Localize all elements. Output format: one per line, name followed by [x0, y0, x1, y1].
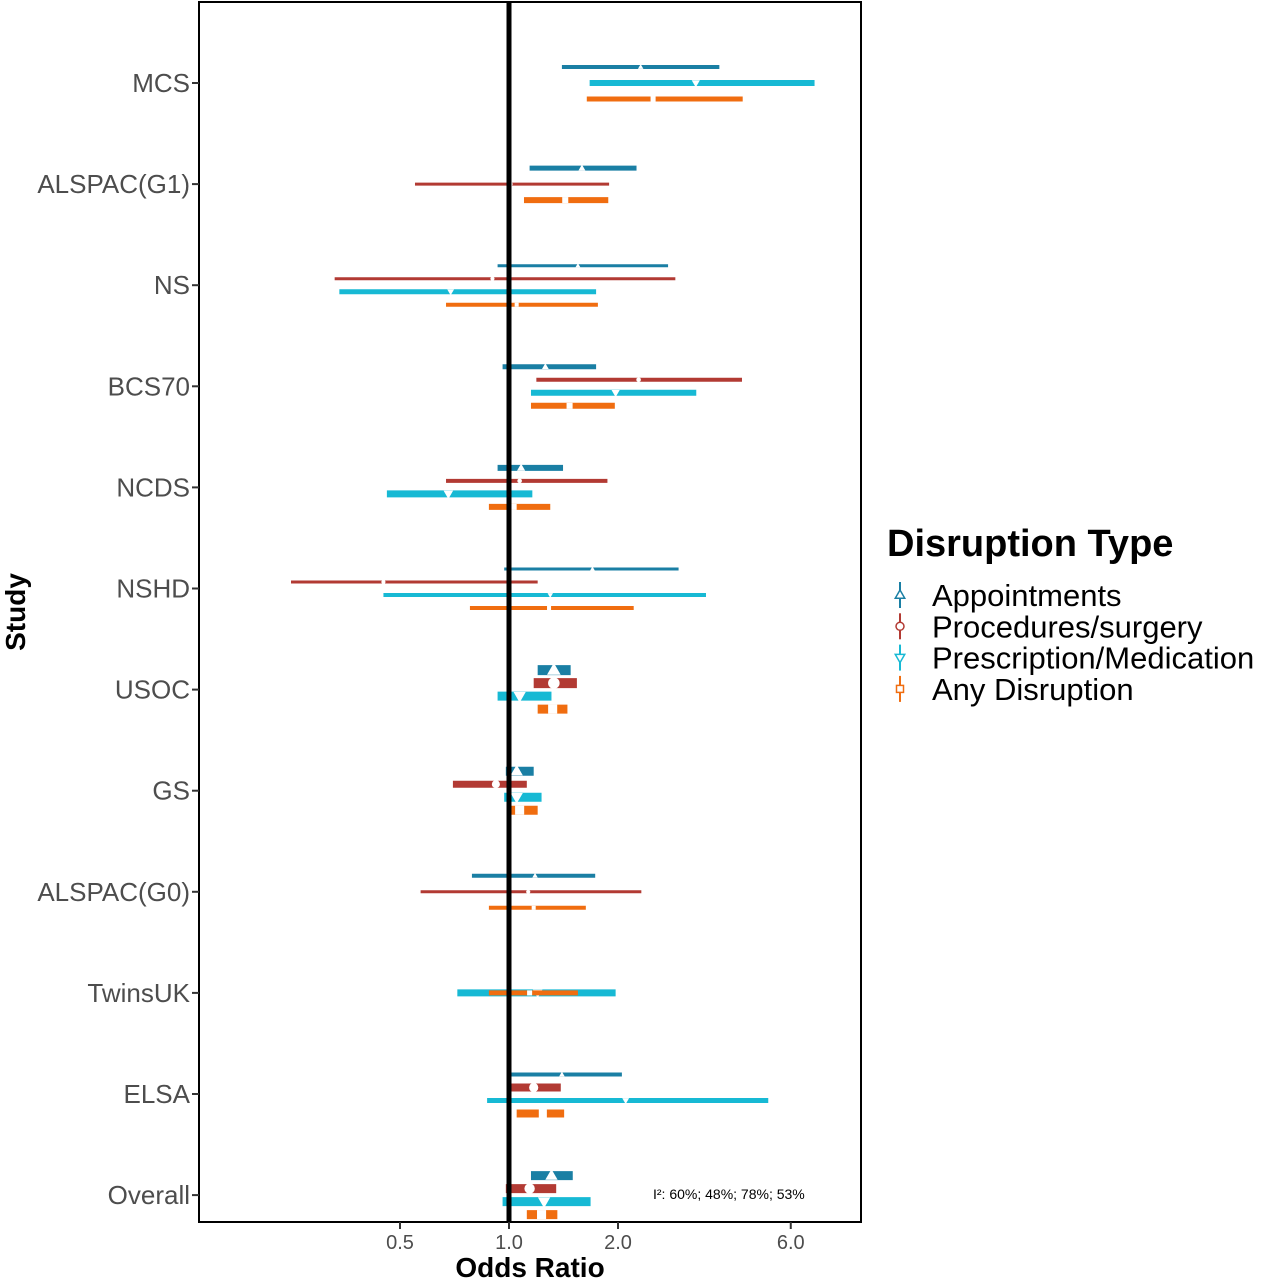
point-estimate	[622, 1098, 630, 1105]
point-estimate	[578, 164, 586, 171]
y-tick-label: NSHD	[116, 574, 190, 604]
point-estimate	[381, 579, 386, 585]
point-estimate	[547, 662, 561, 675]
point-estimate	[537, 1210, 547, 1220]
x-axis-title: Odds Ratio	[455, 1252, 604, 1280]
legend-key-marker	[895, 684, 905, 694]
y-tick-label: ALSPAC(G0)	[37, 877, 190, 907]
plot-panel-border	[198, 1, 862, 1223]
point-estimate	[491, 780, 500, 789]
study-group	[386, 463, 608, 510]
study-group	[457, 989, 616, 998]
y-axis-title: Study	[0, 573, 31, 651]
study-group	[291, 566, 707, 611]
x-tick-label: 0.5	[386, 1232, 414, 1254]
study-group	[452, 764, 542, 815]
point-estimate	[548, 704, 558, 714]
point-estimate	[538, 1109, 547, 1118]
legend-label: Any Disruption	[932, 672, 1134, 707]
point-estimate	[527, 990, 533, 996]
x-tick-label: 1.0	[495, 1232, 523, 1254]
point-estimate	[524, 1183, 535, 1194]
y-tick-label: NCDS	[116, 472, 190, 502]
point-estimate	[637, 64, 644, 69]
point-estimate	[575, 263, 581, 268]
legend-label: Procedures/surgery	[932, 609, 1203, 644]
point-estimate	[526, 889, 531, 894]
y-tick-label: TwinsUK	[87, 978, 190, 1008]
point-estimate	[517, 478, 522, 484]
plot-marks	[291, 64, 815, 1220]
y-tick-label: ELSA	[124, 1079, 191, 1109]
point-estimate	[545, 1169, 558, 1180]
legend-title: Disruption Type	[887, 523, 1173, 565]
point-estimate	[650, 96, 656, 102]
point-estimate	[513, 691, 526, 703]
x-axis-ticks: 0.5 1.0 2.0 6.0	[386, 1222, 805, 1254]
y-tick-label: ALSPAC(G1)	[37, 169, 190, 199]
point-estimate	[636, 377, 641, 383]
legend-entry: Appointments	[893, 578, 1122, 613]
y-tick-label: GS	[152, 776, 190, 806]
y-tick-label: BCS70	[108, 371, 190, 401]
study-group	[420, 872, 642, 910]
point-estimate	[537, 1197, 551, 1209]
point-estimate	[516, 463, 526, 471]
study-group	[414, 164, 637, 204]
heterogeneity-annotation: I²: 60%; 48%; 78%; 53%	[653, 1186, 805, 1202]
point-estimate	[514, 302, 519, 307]
legend-key-marker	[895, 621, 905, 632]
legend-entry: Procedures/surgery	[895, 609, 1203, 644]
y-tick-label: USOC	[115, 675, 190, 705]
point-estimate	[541, 363, 549, 370]
point-estimate	[510, 503, 517, 510]
point-estimate	[490, 276, 495, 281]
point-estimate	[515, 805, 525, 815]
legend-label: Prescription/Medication	[932, 641, 1254, 676]
study-group	[487, 1071, 769, 1118]
study-group	[334, 263, 676, 307]
legend-key-marker	[893, 653, 907, 665]
point-estimate	[443, 490, 454, 499]
y-tick-label: Overall	[108, 1180, 190, 1210]
point-estimate	[510, 764, 523, 776]
point-estimate	[691, 80, 700, 88]
point-estimate	[589, 566, 595, 571]
study-group	[502, 1169, 591, 1220]
point-estimate	[611, 389, 620, 398]
point-estimate	[532, 872, 538, 878]
point-estimate	[510, 792, 523, 804]
legend-key-marker	[893, 588, 907, 599]
y-axis-ticks: MCS ALSPAC(G1) NS BCS70 NCDS NSHD USOC GS ALSPAC…	[37, 68, 199, 1210]
legend: Disruption Type AppointmentsProcedures/s…	[887, 523, 1254, 707]
y-tick-label: NS	[154, 270, 190, 300]
point-estimate	[559, 1071, 565, 1077]
study-group	[561, 64, 815, 102]
study-group	[502, 363, 742, 409]
legend-entry: Any Disruption	[895, 672, 1134, 707]
point-estimate	[531, 905, 536, 910]
x-tick-label: 6.0	[777, 1232, 805, 1254]
legend-label: Appointments	[932, 578, 1122, 613]
point-estimate	[529, 1082, 539, 1093]
point-estimate	[566, 402, 573, 409]
x-tick-label: 2.0	[604, 1232, 632, 1254]
point-estimate	[562, 197, 569, 204]
legend-entry: Prescription/Medication	[893, 641, 1254, 676]
y-tick-label: MCS	[132, 68, 190, 98]
point-estimate	[447, 289, 455, 296]
point-estimate	[548, 677, 560, 689]
point-estimate	[547, 605, 552, 611]
point-estimate	[547, 593, 553, 598]
